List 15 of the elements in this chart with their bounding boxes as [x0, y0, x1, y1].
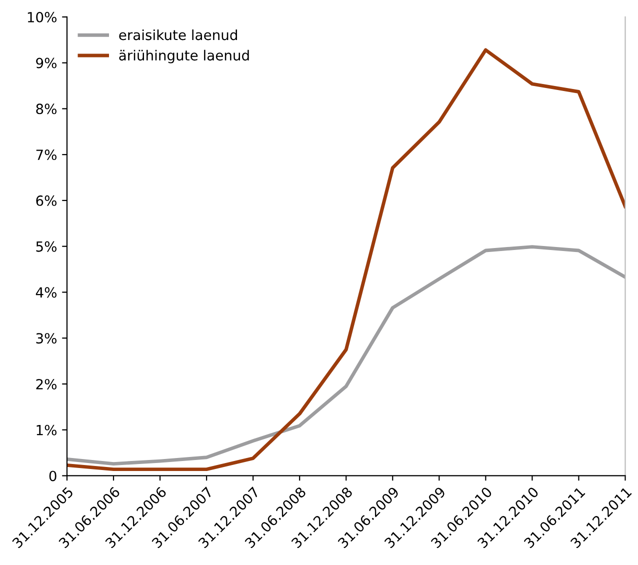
- y-tick-label: 5%: [36, 241, 56, 252]
- y-tick-label: 1%: [36, 424, 56, 436]
- y-tick-label: 8%: [36, 104, 56, 114]
- y-tick-label: 0: [49, 470, 56, 482]
- line-series: [66, 245, 626, 466]
- y-tick-label: 10%: [28, 12, 56, 22]
- y-tick-label: 3%: [36, 333, 56, 344]
- legend-label: äriühingute laenud: [119, 50, 249, 64]
- line-series: [66, 48, 626, 472]
- y-tick-label: 7%: [36, 150, 56, 160]
- y-tick-label: 6%: [36, 195, 56, 206]
- y-tick-label: 2%: [36, 378, 56, 390]
- y-tick-label: 4%: [36, 287, 56, 298]
- legend-label: eraisikute laenud: [119, 29, 237, 40]
- y-tick-label: 9%: [36, 58, 56, 68]
